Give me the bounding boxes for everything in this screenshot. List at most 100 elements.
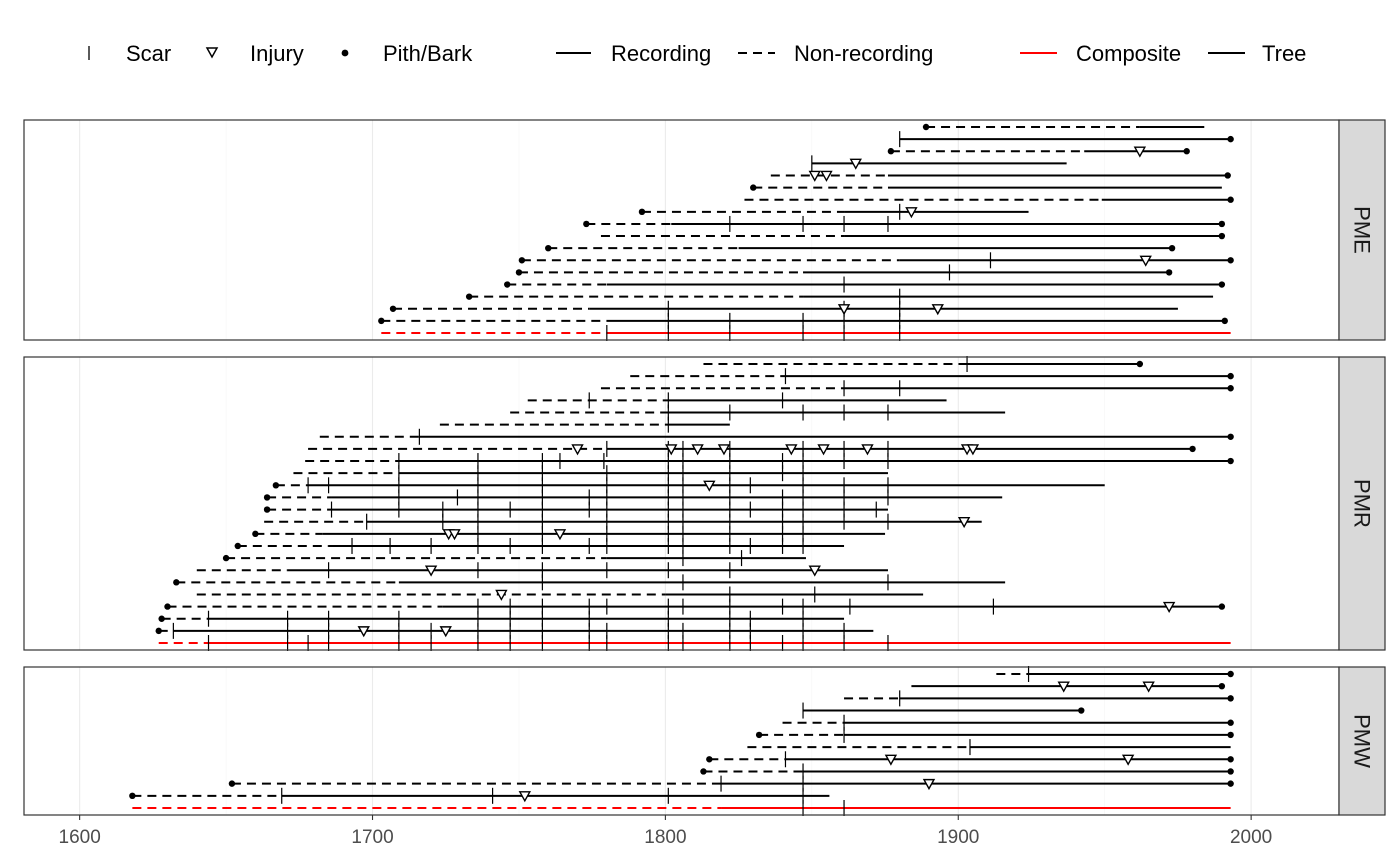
tree-series xyxy=(782,714,1234,731)
legend-label-composite: Composite xyxy=(1076,41,1181,66)
panel-background xyxy=(24,120,1339,340)
injury-mark xyxy=(1139,255,1152,267)
tree-series xyxy=(196,586,924,603)
pith-mark xyxy=(228,780,236,787)
tree-series xyxy=(703,356,1144,372)
tree-series xyxy=(305,453,1234,470)
tree-series xyxy=(887,146,1190,158)
pith-mark xyxy=(263,494,271,501)
tree-series xyxy=(389,300,1178,317)
injury-mark xyxy=(849,158,862,170)
tree-series xyxy=(155,622,874,639)
injury-mark xyxy=(966,444,980,456)
injury-mark xyxy=(495,589,508,601)
tree-series xyxy=(750,184,1222,191)
tree-series xyxy=(899,131,1234,148)
bark-mark xyxy=(1227,670,1234,678)
bark-mark xyxy=(1227,385,1234,392)
injury-mark xyxy=(439,626,452,638)
pith-mark xyxy=(234,542,241,550)
bark-mark xyxy=(1183,148,1190,155)
legend-item-tree: Tree xyxy=(1208,41,1306,66)
facet-strip-label: PMW xyxy=(1350,714,1375,768)
injury-mark xyxy=(905,207,918,219)
pith-bark-dot-icon xyxy=(341,49,349,57)
injury-mark xyxy=(1162,601,1176,614)
bark-mark xyxy=(1136,360,1144,368)
tree-series xyxy=(802,702,1085,719)
injury-mark xyxy=(861,444,874,456)
pith-mark xyxy=(129,792,136,800)
tree-series xyxy=(706,751,1234,768)
injury-mark xyxy=(703,480,716,492)
injury-mark xyxy=(957,516,971,529)
panel-background xyxy=(24,357,1339,650)
tree-series xyxy=(319,428,1234,445)
tree-series xyxy=(504,276,1226,293)
composite-series xyxy=(381,325,1231,341)
facet-strip-label: PME xyxy=(1350,206,1375,254)
bark-mark xyxy=(1227,457,1234,465)
facet-strip xyxy=(1338,356,1386,651)
tree-series xyxy=(173,574,1006,591)
pith-mark xyxy=(638,208,646,216)
bark-mark xyxy=(1227,719,1234,726)
legend-label-non-recording: Non-recording xyxy=(794,41,933,66)
tree-series xyxy=(638,203,1029,220)
tree-series xyxy=(600,380,1234,397)
legend-item-pith-bark: Pith/Bark xyxy=(341,41,473,66)
tree-series xyxy=(755,726,1234,743)
pith-mark xyxy=(164,603,171,610)
pith-mark xyxy=(700,768,707,775)
pith-mark xyxy=(518,257,526,264)
panels: PME PMR PMW xyxy=(23,119,1386,816)
pith-mark xyxy=(263,506,271,513)
x-tick-label: 1800 xyxy=(644,827,686,848)
injury-mark xyxy=(1142,681,1155,693)
injury-mark xyxy=(922,778,936,791)
tree-series xyxy=(630,368,1234,385)
bark-mark xyxy=(1189,445,1196,453)
bark-mark xyxy=(1227,768,1234,775)
pith-mark xyxy=(378,317,385,325)
pith-mark xyxy=(272,482,280,489)
bark-mark xyxy=(1218,220,1226,228)
tree-series xyxy=(600,232,1226,240)
bark-mark xyxy=(1221,317,1228,325)
tree-series xyxy=(515,264,1173,281)
tree-series xyxy=(844,690,1234,707)
tree-series xyxy=(811,155,1067,172)
pith-mark xyxy=(583,220,590,228)
injury-mark xyxy=(884,754,898,766)
facet-strip xyxy=(1338,666,1386,816)
injury-mark xyxy=(553,529,567,541)
tree-series xyxy=(518,252,1234,269)
pith-mark xyxy=(755,731,763,739)
injury-mark xyxy=(571,444,584,456)
injury-mark xyxy=(1057,681,1070,693)
injury-mark xyxy=(817,444,830,456)
legend-item-injury: Injury xyxy=(205,41,304,66)
legend-item-non-recording: Non-recording xyxy=(738,41,933,66)
tree-series xyxy=(252,525,886,542)
pith-mark xyxy=(750,184,757,191)
tree-series xyxy=(465,288,1214,305)
bark-mark xyxy=(1227,756,1234,763)
tree-series xyxy=(222,550,806,567)
tree-series xyxy=(264,513,982,530)
bark-mark xyxy=(1218,682,1226,690)
bark-mark xyxy=(1165,269,1173,276)
legend-label-scar: Scar xyxy=(126,41,171,66)
tree-series xyxy=(308,440,1196,457)
panel-pmr: PMR xyxy=(23,356,1386,651)
tree-series xyxy=(583,215,1226,232)
bark-mark xyxy=(1227,257,1234,264)
tree-series xyxy=(527,392,947,409)
pith-mark xyxy=(922,123,930,131)
injury-mark xyxy=(424,565,438,577)
pith-mark xyxy=(389,305,397,312)
injury-triangle-icon xyxy=(205,47,219,59)
facet-strip-label: PMR xyxy=(1350,479,1375,528)
panel-background xyxy=(24,667,1339,815)
